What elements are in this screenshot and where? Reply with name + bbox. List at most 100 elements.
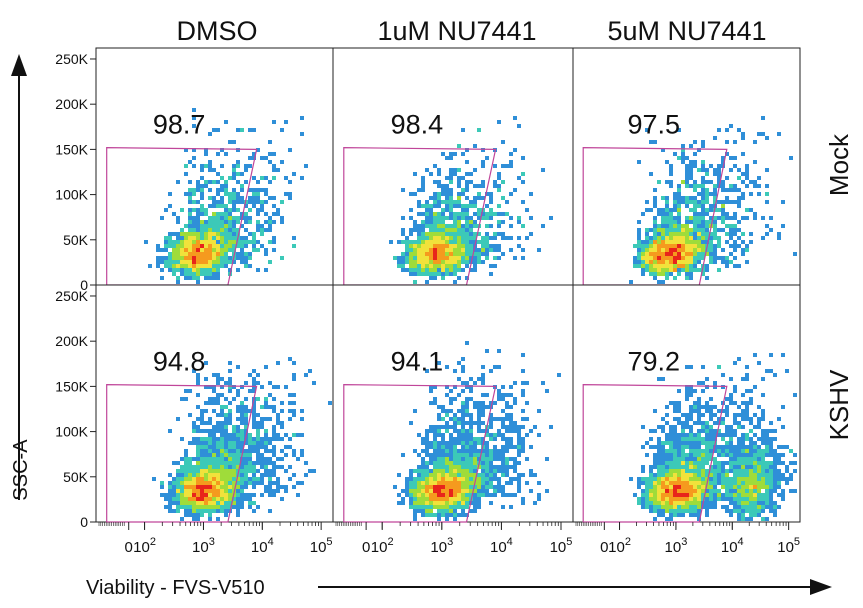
- density-bin: [733, 433, 737, 437]
- density-bin: [437, 485, 441, 489]
- density-bin: [461, 204, 465, 208]
- density-bin: [228, 433, 232, 437]
- density-bin: [465, 421, 469, 425]
- density-bin: [421, 228, 425, 232]
- density-bin: [737, 264, 741, 268]
- density-bin: [509, 224, 513, 228]
- density-bin: [689, 244, 693, 248]
- density-bin: [220, 393, 224, 397]
- density-bin: [441, 497, 445, 501]
- density-bin: [757, 417, 761, 421]
- density-bin: [453, 505, 457, 509]
- density-bin: [433, 493, 437, 497]
- x-axis-arrow-head: [810, 579, 832, 595]
- density-bin: [477, 429, 481, 433]
- density-bin: [473, 212, 477, 216]
- density-bin: [729, 501, 733, 505]
- density-bin: [657, 457, 661, 461]
- density-bin: [637, 481, 641, 485]
- density-bin: [236, 216, 240, 220]
- density-bin: [409, 469, 413, 473]
- density-bin: [733, 361, 737, 365]
- density-bin: [172, 264, 176, 268]
- density-bin: [176, 469, 180, 473]
- density-bin: [745, 172, 749, 176]
- density-bin: [453, 216, 457, 220]
- density-bin: [677, 260, 681, 264]
- density-bin: [473, 497, 477, 501]
- density-bin: [220, 445, 224, 449]
- density-bin: [741, 481, 745, 485]
- density-bin: [216, 477, 220, 481]
- density-bin: [236, 457, 240, 461]
- density-bin: [413, 469, 417, 473]
- density-bin: [256, 425, 260, 429]
- density-bin: [725, 429, 729, 433]
- density-bin: [212, 485, 216, 489]
- density-bin: [669, 401, 673, 405]
- density-bin: [228, 401, 232, 405]
- density-bin: [409, 493, 413, 497]
- density-bin: [272, 465, 276, 469]
- density-bin: [441, 248, 445, 252]
- density-bin: [677, 433, 681, 437]
- density-bin: [765, 489, 769, 493]
- y-tick-label: 100K: [55, 424, 88, 440]
- density-bin: [184, 256, 188, 260]
- density-bin: [469, 216, 473, 220]
- x-tick-label: 105: [550, 536, 573, 556]
- density-bin: [705, 252, 709, 256]
- density-bin: [677, 401, 681, 405]
- density-bin: [192, 264, 196, 268]
- density-bin: [449, 505, 453, 509]
- density-bin: [653, 200, 657, 204]
- density-bin: [180, 485, 184, 489]
- density-bin: [244, 421, 248, 425]
- density-bin: [501, 449, 505, 453]
- density-bin: [292, 449, 296, 453]
- density-bin: [409, 473, 413, 477]
- density-bin: [220, 260, 224, 264]
- density-bin: [633, 244, 637, 248]
- density-bin: [721, 465, 725, 469]
- density-bin: [228, 232, 232, 236]
- density-bin: [236, 429, 240, 433]
- density-bin: [753, 469, 757, 473]
- density-bin: [525, 381, 529, 385]
- density-bin: [765, 473, 769, 477]
- density-bin: [168, 481, 172, 485]
- density-bin: [477, 477, 481, 481]
- density-bin: [689, 236, 693, 240]
- density-bin: [437, 517, 441, 521]
- density-bin: [713, 493, 717, 497]
- density-bin: [453, 461, 457, 465]
- density-bin: [465, 493, 469, 497]
- density-bin: [401, 260, 405, 264]
- density-bin: [168, 264, 172, 268]
- density-bin: [457, 232, 461, 236]
- density-bin: [789, 473, 793, 477]
- density-bin: [228, 208, 232, 212]
- density-bin: [445, 264, 449, 268]
- density-bin: [749, 208, 753, 212]
- density-bin: [641, 248, 645, 252]
- density-bin: [168, 501, 172, 505]
- density-bin: [453, 429, 457, 433]
- density-bin: [176, 248, 180, 252]
- density-bin: [192, 252, 196, 256]
- density-bin: [457, 489, 461, 493]
- density-bin: [489, 236, 493, 240]
- density-bin: [773, 449, 777, 453]
- density-bin: [677, 192, 681, 196]
- density-bin: [745, 208, 749, 212]
- density-bin: [272, 168, 276, 172]
- density-bin: [236, 232, 240, 236]
- density-bin: [268, 260, 272, 264]
- density-bin: [677, 449, 681, 453]
- density-bin: [421, 248, 425, 252]
- y-tick-label: 50K: [63, 232, 89, 248]
- density-bin: [709, 433, 713, 437]
- density-bin: [409, 252, 413, 256]
- density-bin: [701, 192, 705, 196]
- y-tick-label: 250K: [55, 288, 88, 304]
